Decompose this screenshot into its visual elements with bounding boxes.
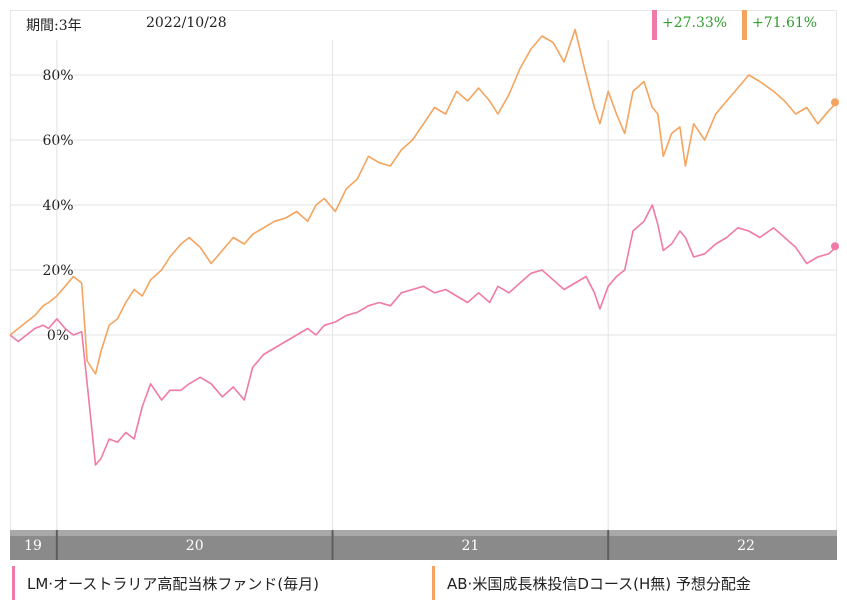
perf-value-2: +71.61% — [752, 15, 818, 31]
y-tick-label: 60% — [42, 133, 73, 149]
x-tick-label: 20 — [186, 538, 204, 554]
series-line-1 — [9, 204, 838, 466]
perf-marker-2 — [742, 10, 747, 40]
y-tick-label: 0% — [47, 328, 69, 344]
perf-marker-1 — [652, 10, 657, 40]
series-line-2 — [9, 28, 838, 375]
y-tick-label: 20% — [42, 263, 73, 279]
legend-color-lm — [12, 566, 15, 600]
x-tick-label: 22 — [737, 538, 755, 554]
x-tick-label: 21 — [461, 538, 479, 554]
legend-item-ab[interactable]: AB·米国成長株投信Dコース(H無) 予想分配金 — [432, 566, 751, 600]
legend-color-ab — [432, 566, 435, 600]
legend-label-ab: AB·米国成長株投信Dコース(H無) 予想分配金 — [447, 574, 751, 593]
series-end-marker-2 — [831, 98, 839, 107]
x-axis-band-highlight — [10, 530, 837, 536]
series-end-marker-1 — [831, 242, 839, 251]
y-tick-label: 40% — [42, 198, 73, 214]
period-label: 期間:3年 — [26, 18, 82, 34]
legend-label-lm: LM·オーストラリア高配当株ファンド(毎月) — [27, 574, 320, 593]
date-label: 2022/10/28 — [146, 15, 227, 31]
y-tick-label: 80% — [42, 68, 73, 84]
legend-item-lm[interactable]: LM·オーストラリア高配当株ファンド(毎月) — [12, 566, 319, 600]
perf-value-1: +27.33% — [662, 15, 728, 31]
x-tick-label: 19 — [24, 538, 42, 554]
